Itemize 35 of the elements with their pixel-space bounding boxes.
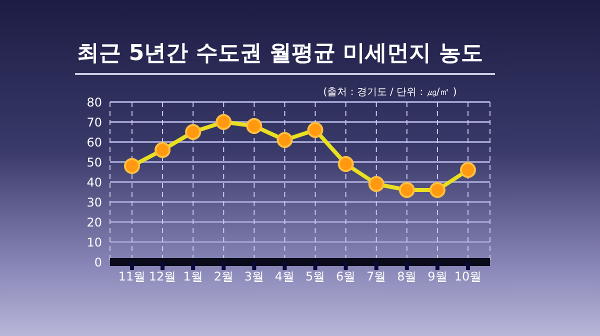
x-tick-label: 11월	[118, 270, 146, 284]
y-tick-label: 20	[86, 215, 102, 230]
y-tick-label: 0	[94, 255, 102, 270]
point	[460, 162, 476, 178]
point	[276, 132, 293, 148]
chart-title: 최근 5년간 수도권 월평균 미세먼지 농도	[76, 40, 484, 68]
point	[307, 122, 324, 138]
y-tick-label: 80	[86, 95, 102, 110]
y-tick-label: 10	[86, 235, 102, 250]
y-tick-label: 40	[86, 175, 102, 190]
point	[429, 182, 446, 198]
x-tick-label: 5월	[305, 270, 326, 284]
y-tick-label: 60	[86, 135, 102, 150]
point	[185, 124, 202, 140]
y-tick-label: 50	[86, 155, 102, 170]
x-tick-label: 6월	[336, 270, 356, 284]
text: (출처 : 경기도 / 단위 : ㎍/㎥ )	[322, 86, 458, 99]
point	[338, 156, 354, 172]
x-tick-label: 1월	[183, 270, 203, 284]
x-tick-label: 3월	[244, 270, 264, 284]
x-tick-label: 8월	[397, 270, 417, 284]
x-tick-label: 12월	[148, 270, 176, 284]
y-tick-label: 30	[86, 195, 102, 210]
point	[398, 182, 415, 198]
x-tick-label: 9월	[428, 270, 448, 284]
x-tick-label: 2월	[214, 270, 234, 284]
x-tick-label: 7월	[366, 270, 386, 284]
point	[216, 114, 232, 130]
point	[246, 118, 262, 134]
y-tick-label: 70	[86, 115, 102, 130]
x-tick-label: 10월	[454, 270, 482, 284]
point	[368, 176, 384, 192]
point	[124, 158, 140, 174]
point	[154, 142, 171, 158]
x-tick-label: 4월	[274, 270, 295, 284]
